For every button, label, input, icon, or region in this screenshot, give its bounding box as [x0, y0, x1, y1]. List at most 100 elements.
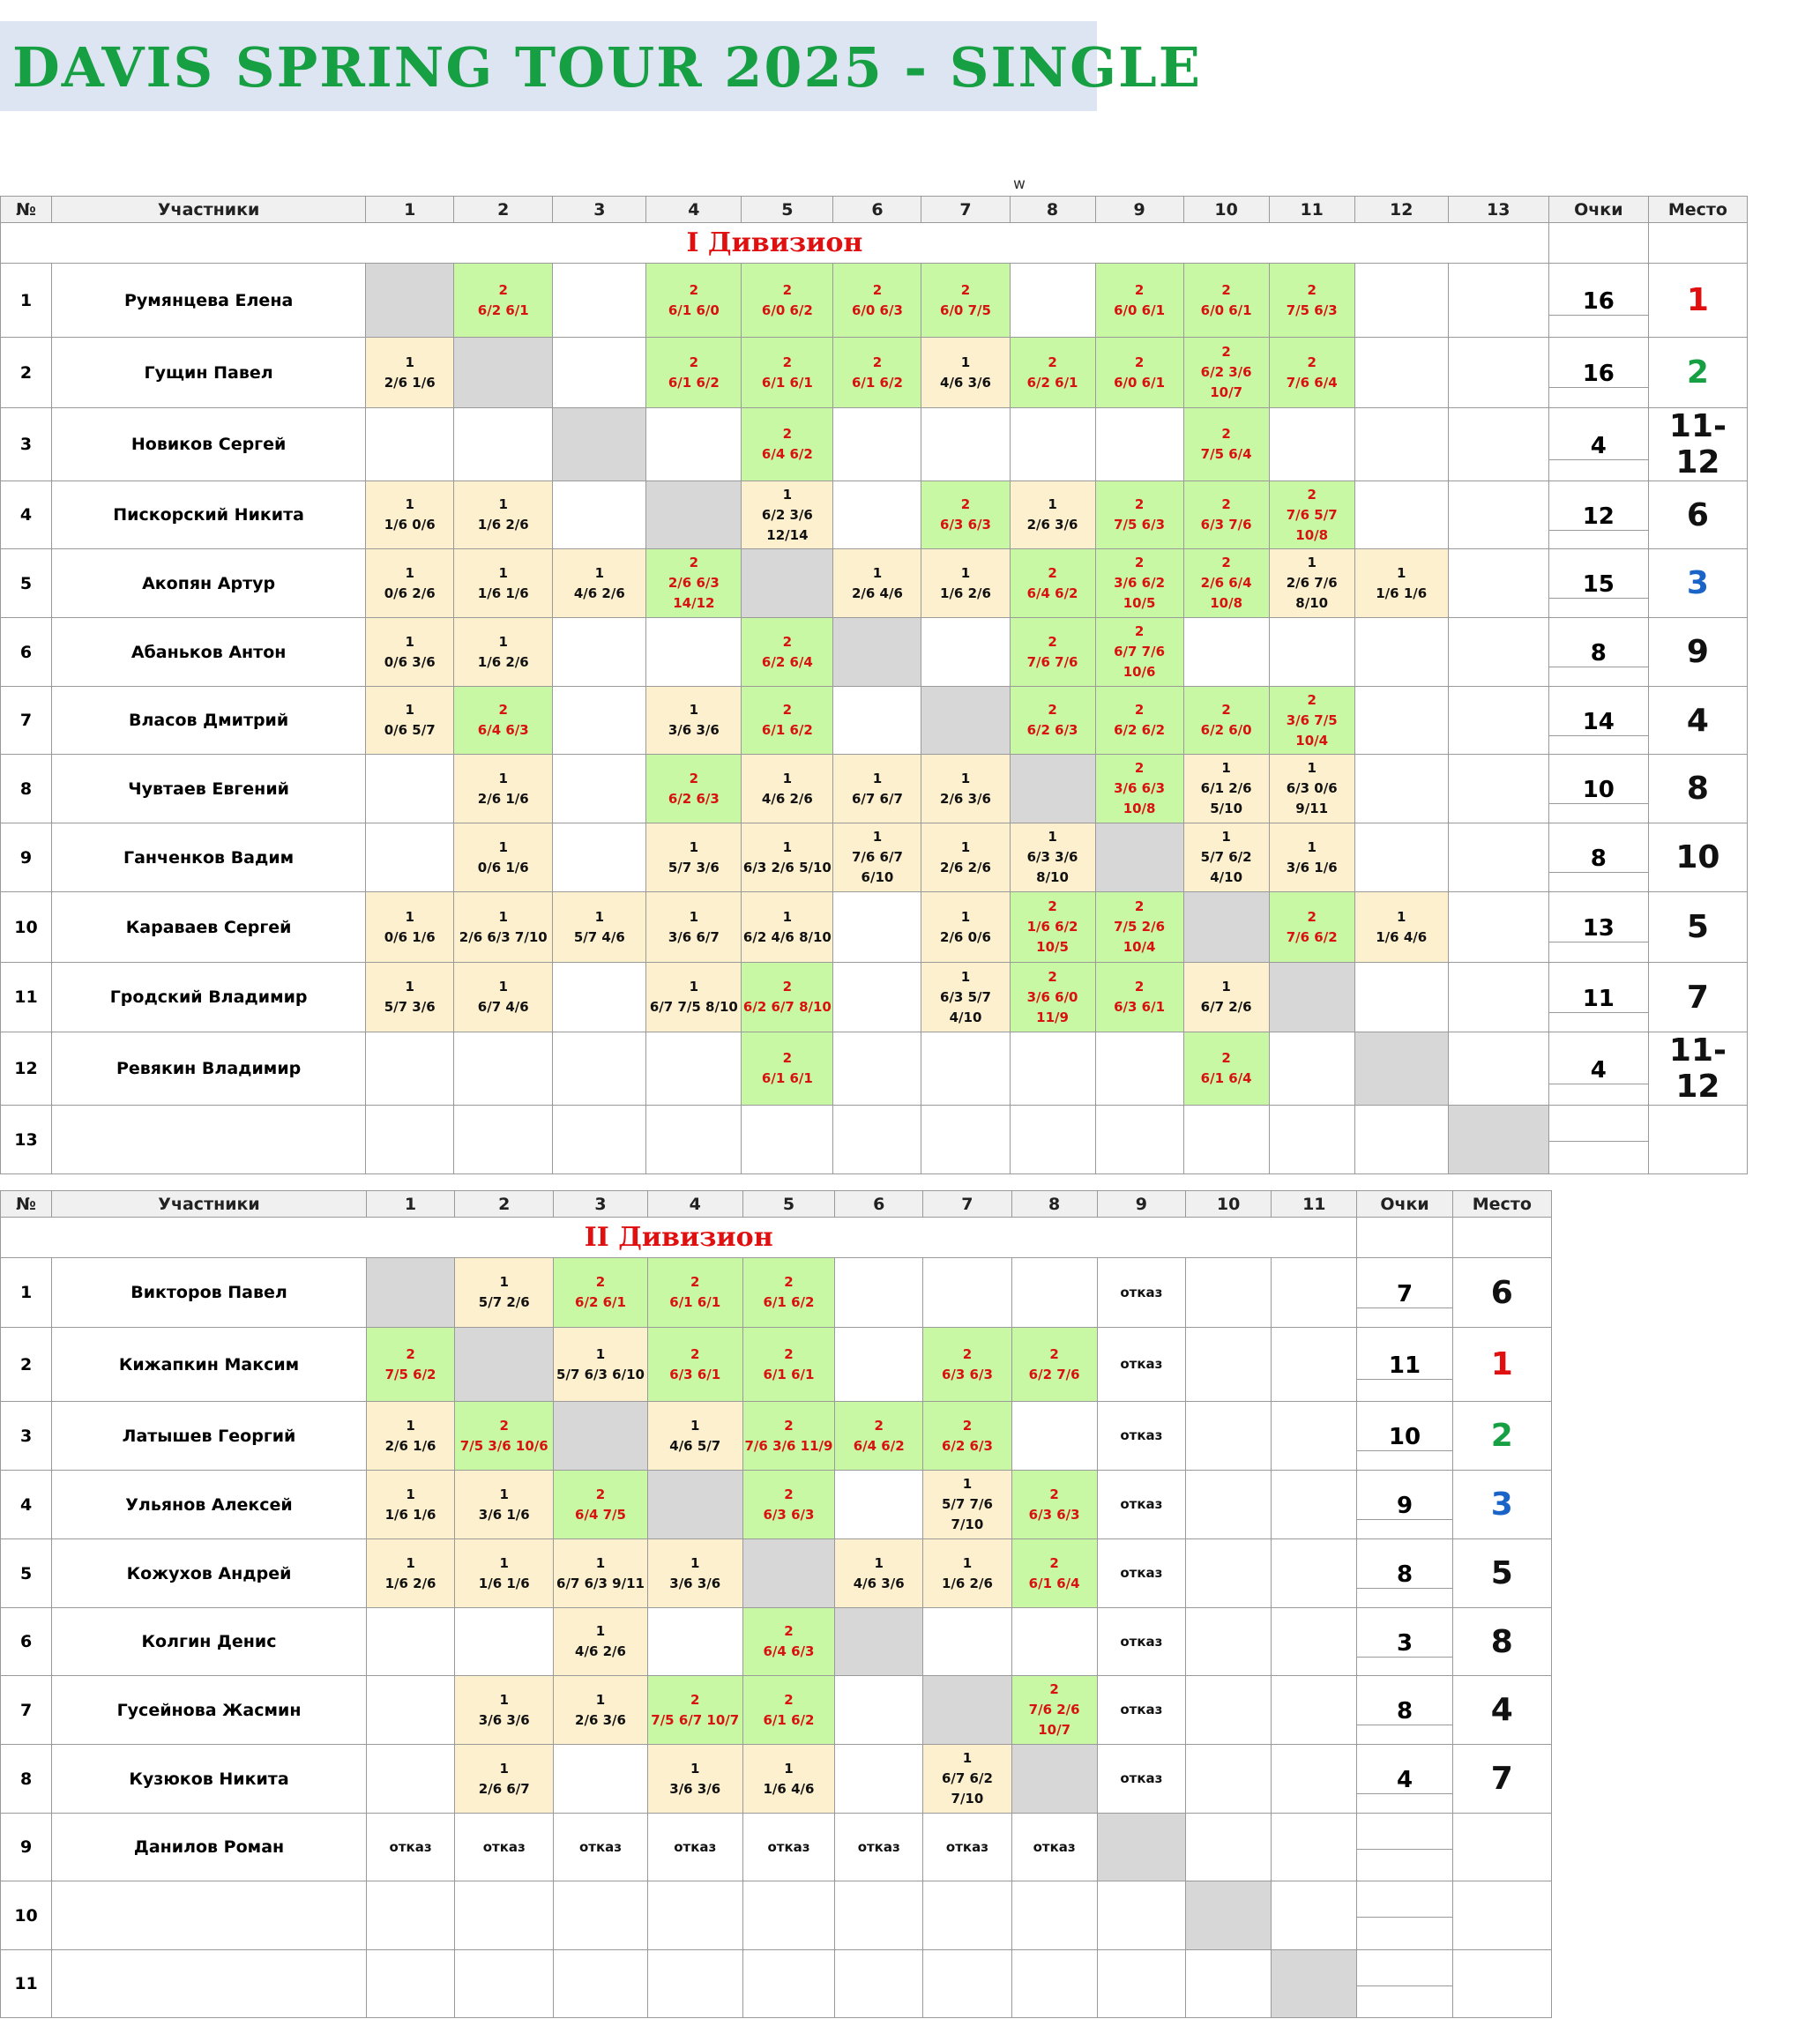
empty-match-cell: [1009, 1032, 1096, 1106]
match-points: 2: [498, 702, 508, 718]
points-cell: 12: [1548, 481, 1649, 549]
refusal-text: отказ: [1120, 1702, 1163, 1717]
match-points: 1: [1221, 829, 1231, 845]
score-line: 1/6 6/2: [1026, 919, 1078, 935]
empty-match-cell: [1354, 263, 1449, 338]
header-col-5: 5: [741, 196, 834, 223]
points-cell: 16: [1548, 263, 1649, 338]
player-name: Власов Дмитрий: [51, 686, 367, 755]
page-title: DAVIS SPRING TOUR 2025 - SINGLE: [12, 35, 1202, 100]
match-points: 2: [960, 281, 971, 298]
score-line: 6/1 6/4: [1028, 1575, 1080, 1591]
division-title-points-blank: [1548, 222, 1649, 264]
score-line: 6/4 6/3: [763, 1643, 815, 1659]
points-cell: 14: [1548, 686, 1649, 755]
match-points: 1: [1397, 564, 1406, 581]
match-points: 1: [406, 1486, 415, 1502]
empty-match-cell: [834, 1744, 924, 1814]
diagonal-blank-cell: [1094, 823, 1184, 892]
match-points: 2: [1134, 702, 1145, 718]
row-number: 2: [0, 1327, 53, 1402]
score-line: 1/6 1/6: [384, 1506, 436, 1523]
score-line: 1/6 4/6: [763, 1780, 815, 1797]
match-points: 1: [594, 908, 605, 925]
score-line: 6/3 2/6 5/10: [742, 859, 832, 875]
score-line: 1/6 1/6: [1376, 585, 1428, 601]
score-line: 1/6 2/6: [940, 585, 991, 601]
empty-match-cell: [1094, 1105, 1184, 1174]
score-line: 6/2 3/6: [1200, 364, 1252, 380]
match-result-cell: 2 6/4 6/3: [742, 1607, 836, 1676]
match-points: 1: [498, 496, 508, 512]
refusal-text: отказ: [1120, 1427, 1163, 1443]
empty-match-cell: [1184, 1470, 1272, 1539]
player-name: Викторов Павел: [51, 1257, 367, 1328]
score-line: 6/1 6/4: [1200, 1070, 1252, 1086]
empty-match-cell: [1011, 1949, 1098, 2018]
empty-match-cell: [645, 1032, 742, 1106]
score-line: 10/5: [1123, 595, 1156, 611]
match-points: 2: [1134, 898, 1145, 914]
row-number: 6: [0, 617, 53, 687]
empty-match-cell: [741, 1105, 834, 1174]
place-value: 7: [1647, 962, 1749, 1032]
empty-match-cell: [1354, 337, 1449, 408]
match-points: 2: [1048, 968, 1057, 985]
match-result-cell: 1 2/6 4/6: [832, 548, 922, 618]
empty-match-cell: [1354, 617, 1449, 687]
division-title-row: I Дивизион: [0, 222, 1749, 264]
points-value: 13: [1549, 912, 1648, 942]
score-line: 7/5 3/6 10/6: [459, 1437, 548, 1454]
score-line: 2/6 6/3: [668, 575, 720, 591]
match-result-cell: 1 6/7 6/7: [832, 754, 922, 823]
player-name: Абаньков Антон: [51, 617, 367, 687]
match-result-cell: 2 7/5 6/3: [1094, 481, 1184, 549]
score-line: 6/1 6/1: [763, 1366, 815, 1382]
match-result-cell: 1 6/2 4/6 8/10: [741, 891, 834, 963]
score-line: 2/6 1/6: [477, 790, 529, 807]
score-line: 8/10: [1036, 869, 1069, 885]
empty-match-cell: [1184, 1257, 1272, 1328]
score-line: 7/5 6/7 10/7: [651, 1711, 740, 1728]
points-box: 10: [1357, 1420, 1452, 1451]
score-line: 5/7 3/6: [384, 999, 436, 1015]
score-line: 10/5: [1036, 939, 1069, 955]
points-box: 13: [1549, 912, 1648, 942]
player-name: Кузюков Никита: [51, 1744, 367, 1814]
empty-match-cell: [1094, 407, 1184, 481]
player-name: [51, 1105, 367, 1174]
match-result-cell: 1 3/6 6/7: [645, 891, 742, 963]
title-banner: DAVIS SPRING TOUR 2025 - SINGLE: [0, 21, 1200, 111]
match-points: 2: [962, 1417, 973, 1434]
refusal-cell: отказ: [1096, 1744, 1186, 1814]
match-result-cell: 1 6/3 5/7 4/10: [921, 962, 1011, 1032]
empty-match-cell: [1096, 1881, 1186, 1950]
refusal-cell: отказ: [1096, 1470, 1186, 1539]
empty-match-cell: [454, 1881, 555, 1950]
empty-match-cell: [1268, 407, 1355, 481]
match-points: 1: [1048, 829, 1057, 845]
empty-match-cell: [834, 1327, 924, 1402]
match-result-cell: 2 2/6 6/3 14/12: [645, 548, 742, 618]
score-line: 0/6 3/6: [384, 653, 436, 670]
place-value: 7: [1451, 1744, 1553, 1814]
empty-match-cell: [365, 1607, 456, 1676]
score-line: 1/6 2/6: [477, 653, 529, 670]
empty-match-cell: [742, 1881, 836, 1950]
match-points: 2: [1048, 633, 1057, 650]
diagonal-blank-cell: [1182, 891, 1270, 963]
points-box: [1357, 1845, 1452, 1850]
empty-match-cell: [832, 962, 922, 1032]
player-row: 5 Кожухов Андрей 1 1/6 2/6 1 1/6 1/6 1 6/7 6/3 …: [0, 1538, 1553, 1608]
empty-match-cell: [365, 1105, 455, 1174]
player-row: 8 Чувтаев Евгений 1 2/6 1/6 2 6/2 6/3 1 4/6 2/6…: [0, 754, 1749, 823]
score-line: 10/4: [1295, 732, 1329, 749]
points-box: 4: [1357, 1763, 1452, 1794]
empty-match-cell: [646, 1607, 743, 1676]
empty-match-cell: [1354, 823, 1449, 892]
points-box: 10: [1549, 773, 1648, 804]
player-name: Новиков Сергей: [51, 407, 367, 481]
player-name: Кожухов Андрей: [51, 1538, 367, 1608]
points-cell: 10: [1356, 1401, 1453, 1471]
division-title-points-blank: [1356, 1217, 1453, 1258]
